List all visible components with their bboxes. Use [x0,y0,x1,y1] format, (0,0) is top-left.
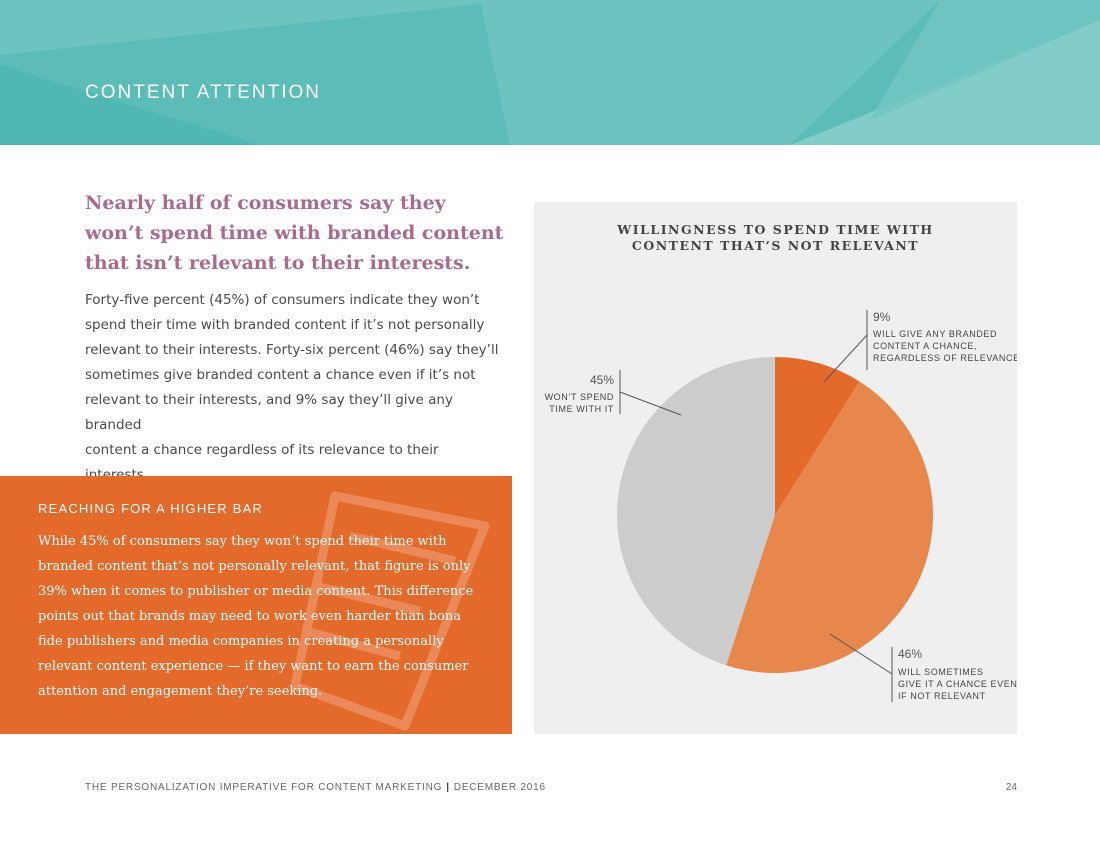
slice-label-text: GIVE IT A CHANCE EVEN [898,679,1017,689]
callout-line: 39% when it comes to publisher or media … [38,584,474,599]
body-line: spend their time with branded content if… [85,317,485,333]
pie-slice-45pct [616,357,775,666]
header-banner: CONTENT ATTENTION [0,0,1100,145]
slice-label-text: WON’T SPEND [545,392,614,402]
pie-chart-panel: WILLINGNESS TO SPEND TIME WITH CONTENT T… [534,202,1017,734]
callout-box: REACHING FOR A HIGHER BAR While 45% of c… [0,476,512,734]
page-number: 24 [1005,782,1017,793]
body-paragraph: Forty-five percent (45%) of consumers in… [85,288,505,488]
section-title: CONTENT ATTENTION [85,82,321,103]
callout-line: fide publishers and media companies in c… [38,634,444,649]
slice-label-pct: 46% [898,647,922,661]
document-watermark-icon [290,491,490,731]
slice-label-text: IF NOT RELEVANT [898,691,986,701]
body-line: sometimes give branded content a chance … [85,367,476,383]
pie-slice-9pct [775,357,860,515]
body-line: relevant to their interests, and 9% say … [85,392,453,433]
footer-separator: | [446,782,450,793]
callout-paragraph: While 45% of consumers say they won’t sp… [38,529,478,704]
callout-line: attention and engagement they’re seeking… [38,684,323,699]
callout-line: points out that brands may need to work … [38,609,461,624]
slice-label-text: WILL SOMETIMES [898,667,984,677]
slice-label-text: CONTENT A CHANCE, [873,341,977,351]
slice-label-pct: 45% [590,373,614,387]
leader-line [619,391,682,416]
slice-label-text: REGARDLESS OF RELEVANCE [873,353,1017,363]
footer-publication: THE PERSONALIZATION IMPERATIVE FOR CONTE… [85,782,443,793]
callout-line: relevant content experience — if they wa… [38,659,469,674]
body-line: Forty-five percent (45%) of consumers in… [85,292,480,308]
chart-title-line: CONTENT THAT’S NOT RELEVANT [631,238,920,253]
slice-label-pct: 9% [873,310,891,324]
slice-label-text: TIME WITH IT [549,404,614,414]
chart-title: WILLINGNESS TO SPEND TIME WITH CONTENT T… [534,222,1017,254]
headline: Nearly half of consumers say they won’t … [85,192,504,274]
leader-line [823,334,868,383]
header-pattern [0,0,1100,145]
pie-slice-46pct [726,381,934,674]
body-line: relevant to their interests. Forty-six p… [85,342,499,358]
footer: THE PERSONALIZATION IMPERATIVE FOR CONTE… [85,782,546,793]
leader-line [829,633,893,675]
callout-title: REACHING FOR A HIGHER BAR [38,501,264,516]
chart-title-line: WILLINGNESS TO SPEND TIME WITH [617,222,934,237]
footer-date: DECEMBER 2016 [453,782,546,793]
callout-line: While 45% of consumers say they won’t sp… [38,534,447,549]
pie-chart: 9% WILL GIVE ANY BRANDED CONTENT A CHANC… [545,310,1017,702]
callout-line: branded content that’s not personally re… [38,559,471,574]
slice-label-text: WILL GIVE ANY BRANDED [873,329,997,339]
